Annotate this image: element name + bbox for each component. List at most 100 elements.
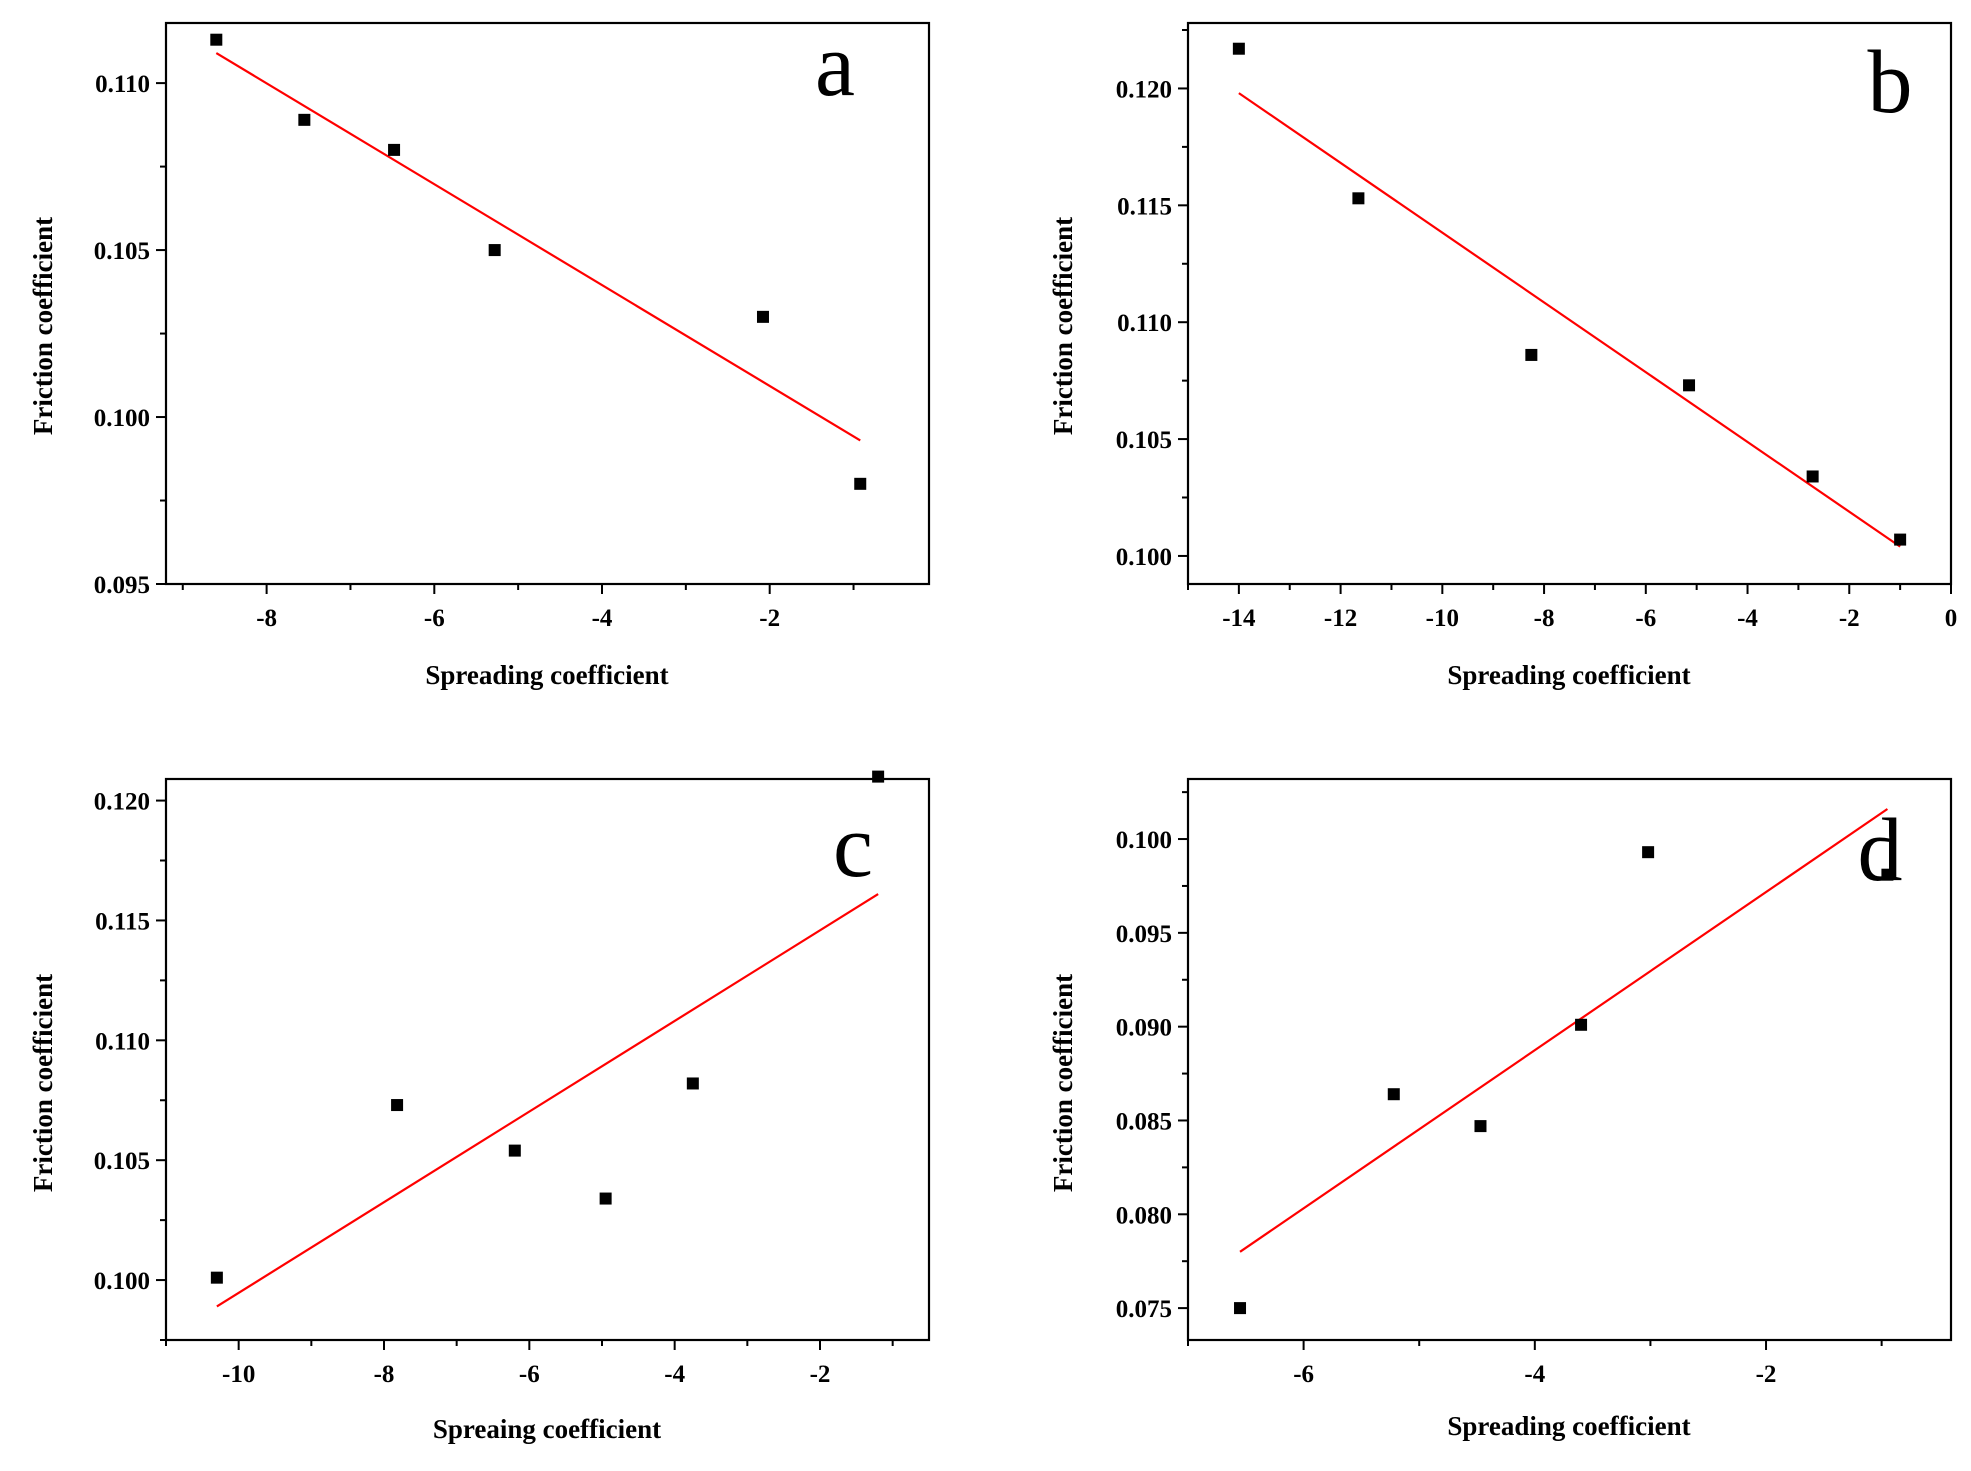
- panel-a-data-point: [298, 113, 311, 126]
- panel-a-data-point: [210, 33, 223, 46]
- panel-c-x-tick-label: -2: [810, 1361, 831, 1388]
- panel-b-fit-line: [1238, 92, 1901, 548]
- panel-d-fit-line: [1239, 808, 1889, 1253]
- panel-b-y-ticks: [1178, 29, 1188, 557]
- panel-b: -14 -12 -10 -8 -6 -4 -2 0 0.1000.1050.1100.1150…: [1048, 21, 1957, 690]
- panel-c-x-tick-labels: -10 -8 -6 -4 -2: [222, 1361, 830, 1388]
- panel-c-y-tick-label: 0.110: [95, 1028, 150, 1055]
- panel-a: -8 -6 -4 -2 0.095 0.100 0.105 0.110 a Spreadin…: [28, 16, 931, 690]
- panel-a-x-axis-label: Spreading coefficient: [425, 660, 668, 690]
- panel-d-data-point: [1474, 1120, 1487, 1133]
- panel-a-x-tick-label: -2: [759, 605, 780, 632]
- panel-d-y-tick-label: 0.095: [1116, 921, 1172, 948]
- panel-d-x-tick-label: -4: [1524, 1361, 1545, 1388]
- panel-d-data-point: [1234, 1302, 1247, 1315]
- panel-b-x-tick-labels: -14 -12 -10 -8 -6 -4 -2 0: [1222, 605, 1957, 632]
- panel-a-x-tick-label: -8: [256, 605, 277, 632]
- panel-c-x-axis-label: Spreaing coefficient: [433, 1414, 661, 1444]
- panel-a-y-tick-label: 0.105: [94, 238, 150, 265]
- panel-c-data-point: [210, 1271, 223, 1284]
- panel-a-label: a: [815, 16, 855, 115]
- panel-a-y-tick-label: 0.100: [94, 405, 150, 432]
- panel-a-data-point: [756, 310, 769, 323]
- panel-c-y-tick-label: 0.100: [94, 1268, 150, 1295]
- panel-b-frame: [1186, 21, 1953, 586]
- panel-b-x-tick-label: 0: [1945, 605, 1958, 632]
- panel-d-data-point: [1642, 846, 1655, 859]
- panel-c-data-point: [686, 1077, 699, 1090]
- panel-b-y-tick-labels: 0.100 0.105 0.110 0.115 0.120: [1116, 76, 1172, 571]
- panel-c-y-tick-labels: 0.100 0.105 0.110 0.115 0.120: [94, 789, 150, 1295]
- panel-d-x-ticks: [1187, 1340, 1883, 1350]
- panel-b-x-tick-label: -2: [1839, 605, 1860, 632]
- panel-a-y-ticks: [156, 82, 166, 585]
- panel-b-x-tick-label: -10: [1426, 605, 1459, 632]
- panel-a-data-point: [488, 244, 501, 257]
- panel-c-fit-line: [216, 893, 879, 1308]
- panel-c-data-point: [872, 770, 885, 783]
- panel-d-frame: [1186, 777, 1953, 1342]
- panel-b-x-tick-label: -12: [1324, 605, 1357, 632]
- panel-d-y-tick-label: 0.080: [1116, 1202, 1172, 1229]
- panel-c-y-tick-label: 0.115: [95, 908, 150, 935]
- panel-a-points: [210, 33, 867, 490]
- panel-b-data-point: [1683, 379, 1696, 392]
- panel-d-y-tick-labels: 0.075 0.080 0.085 0.090 0.095 0.100: [1116, 827, 1172, 1323]
- panel-a-x-tick-label: -6: [424, 605, 445, 632]
- panel-b-y-tick-label: 0.120: [1116, 76, 1172, 103]
- panel-c-x-tick-label: -6: [519, 1361, 540, 1388]
- panel-d-y-tick-label: 0.090: [1116, 1015, 1172, 1042]
- panel-a-x-tick-label: -4: [592, 605, 613, 632]
- panel-c-x-tick-label: -8: [374, 1361, 395, 1388]
- panel-d-x-axis-label: Spreading coefficient: [1447, 1411, 1690, 1441]
- panel-a-y-axis-label: Friction coefficient: [28, 217, 58, 435]
- panel-c-data-point: [391, 1099, 404, 1112]
- panel-b-y-tick-label: 0.100: [1116, 544, 1172, 571]
- panel-b-x-tick-label: -8: [1534, 605, 1555, 632]
- panel-b-y-tick-label: 0.115: [1117, 193, 1172, 220]
- panel-a-x-tick-labels: -8 -6 -4 -2: [256, 605, 780, 632]
- panel-b-data-point: [1806, 470, 1819, 483]
- panel-b-y-tick-label: 0.110: [1117, 310, 1172, 337]
- panel-a-y-tick-labels: 0.095 0.100 0.105 0.110: [94, 71, 150, 599]
- panel-b-data-point: [1232, 42, 1245, 55]
- panel-d-y-axis-label: Friction coefficient: [1048, 974, 1078, 1192]
- panel-a-x-ticks: [181, 584, 855, 594]
- panel-a-y-tick-label: 0.110: [95, 71, 150, 98]
- panel-b-data-point: [1352, 192, 1365, 205]
- panel-b-points: [1232, 42, 1907, 546]
- panel-c-y-tick-label: 0.105: [94, 1148, 150, 1175]
- panel-b-data-point: [1894, 533, 1907, 546]
- panel-b-x-tick-label: -6: [1635, 605, 1656, 632]
- panel-b-label: b: [1868, 33, 1913, 132]
- panel-b-data-point: [1525, 348, 1538, 361]
- panel-d-x-tick-labels: -6 -4 -2: [1293, 1361, 1776, 1388]
- panel-a-frame: [164, 21, 931, 586]
- panel-d-points: [1234, 846, 1894, 1315]
- panel-b-x-tick-label: -4: [1737, 605, 1758, 632]
- panel-c-points: [210, 770, 885, 1284]
- panel-d-x-tick-label: -6: [1293, 1361, 1314, 1388]
- panel-b-x-ticks: [1187, 584, 1952, 594]
- panel-c-x-tick-label: -10: [222, 1361, 255, 1388]
- panel-b-x-tick-label: -14: [1222, 605, 1256, 632]
- panel-b-y-axis-label: Friction coefficient: [1048, 217, 1078, 435]
- panel-a-y-tick-label: 0.095: [94, 572, 150, 599]
- panel-d-data-point: [1387, 1088, 1400, 1101]
- panel-a-data-point: [388, 143, 401, 156]
- panel-b-y-tick-label: 0.105: [1116, 427, 1172, 454]
- panel-d-y-ticks: [1178, 791, 1188, 1310]
- panel-a-fit-line: [215, 52, 861, 442]
- panel-c-y-ticks: [156, 799, 166, 1341]
- panel-d-y-tick-label: 0.085: [1116, 1108, 1172, 1135]
- panel-d-data-point: [1575, 1018, 1588, 1031]
- panel-d-x-tick-label: -2: [1756, 1361, 1777, 1388]
- panel-c-data-point: [508, 1144, 521, 1157]
- panel-d-label: d: [1858, 801, 1903, 900]
- panel-c-y-axis-label: Friction coefficient: [28, 974, 58, 1192]
- panel-d-y-tick-label: 0.075: [1116, 1296, 1172, 1323]
- panel-c-label: c: [833, 797, 873, 896]
